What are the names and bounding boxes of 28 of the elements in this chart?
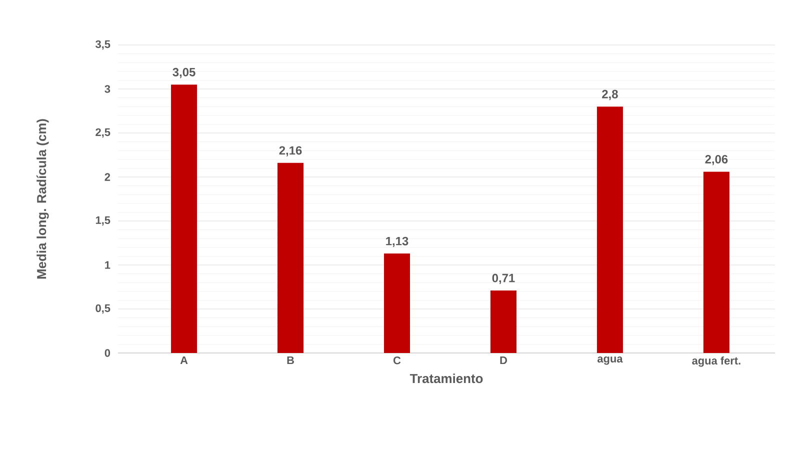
data-label: 3,05 xyxy=(172,68,196,78)
x-tick-label: D xyxy=(500,356,507,364)
x-tick-label: C xyxy=(393,356,401,364)
bar xyxy=(278,162,304,353)
y-tick-label: 3,5 xyxy=(96,40,110,50)
y-tick-label: 3 xyxy=(104,85,110,93)
bar xyxy=(171,84,198,353)
y-tick-label: 2 xyxy=(104,173,110,181)
y-tick-label: 1 xyxy=(105,261,110,269)
bar xyxy=(490,290,516,353)
x-tick-label: A xyxy=(180,356,188,364)
y-axis-title: Media long. Radícula (cm) xyxy=(36,119,49,279)
bar xyxy=(703,172,730,353)
y-tick-label: 2,5 xyxy=(96,128,110,138)
bar xyxy=(384,254,410,353)
y-tick-label: 0,5 xyxy=(96,304,110,314)
data-label: 2,06 xyxy=(705,154,728,166)
y-tick-label: 1,5 xyxy=(96,216,110,226)
x-tick-label: agua fert. xyxy=(692,356,740,367)
data-label: 2,8 xyxy=(602,90,618,100)
data-label: 2,16 xyxy=(279,146,302,156)
y-tick-label: 0 xyxy=(104,349,110,357)
data-label: 0,71 xyxy=(492,274,515,284)
x-tick-label: agua xyxy=(597,356,623,365)
x-tick-label: B xyxy=(287,356,294,364)
x-axis-title: Tratamiento xyxy=(410,374,483,384)
data-label: 1,13 xyxy=(386,236,408,248)
bar xyxy=(596,106,623,353)
